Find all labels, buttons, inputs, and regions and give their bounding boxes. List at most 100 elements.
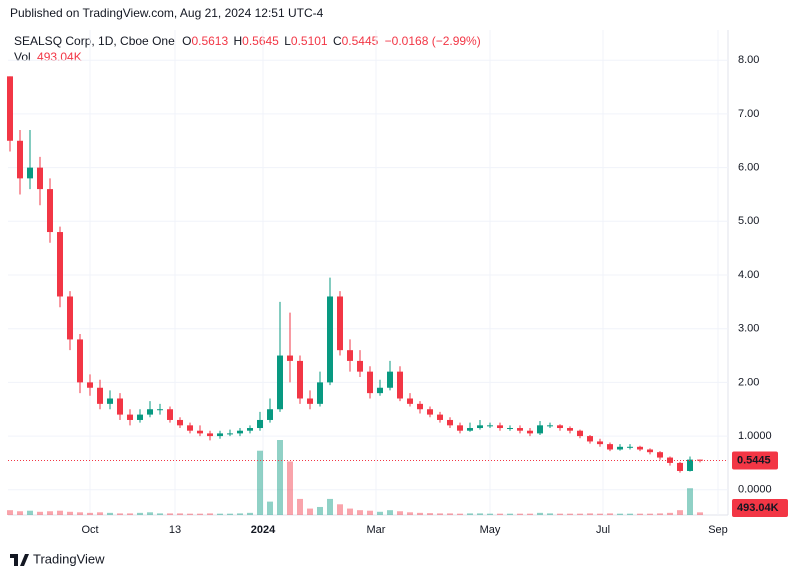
volume-bar xyxy=(587,513,593,515)
candle-body xyxy=(627,446,633,448)
legend-high: 0.5645 xyxy=(242,34,279,48)
volume-bar xyxy=(667,512,673,515)
candle-body xyxy=(7,76,13,141)
volume-bar xyxy=(57,510,63,515)
volume-bar xyxy=(157,513,163,515)
candle-body xyxy=(327,296,333,383)
candle-body xyxy=(607,444,613,450)
legend-open: 0.5613 xyxy=(191,34,228,48)
candle-body xyxy=(97,387,103,404)
candle-body xyxy=(307,398,313,404)
candle-body xyxy=(507,428,513,430)
candle-body xyxy=(367,371,373,394)
volume-bar xyxy=(517,513,523,515)
volume-bar xyxy=(47,511,53,515)
candle-body xyxy=(377,387,383,394)
candle-body xyxy=(167,409,173,420)
volume-bar xyxy=(447,513,453,515)
candle-body xyxy=(57,232,63,297)
candle-body xyxy=(117,398,123,415)
volume-bar xyxy=(697,512,703,515)
candle-body xyxy=(397,371,403,399)
volume-bar xyxy=(27,510,33,515)
candle-body xyxy=(217,433,223,437)
volume-bar xyxy=(477,513,483,515)
volume-bar xyxy=(437,513,443,515)
candle-body xyxy=(417,403,423,410)
candle-body xyxy=(177,419,183,426)
logo-mark xyxy=(10,554,29,566)
candle-body xyxy=(547,425,553,427)
volume-bar xyxy=(87,512,93,515)
candle-body xyxy=(557,425,563,429)
volume-bar xyxy=(327,498,333,515)
candle-body xyxy=(427,409,433,415)
x-tick-label: 2024 xyxy=(251,524,276,536)
legend-title: SEALSQ Corp, 1D, Cboe One xyxy=(14,34,175,48)
x-tick-label: May xyxy=(480,524,501,536)
candle-body xyxy=(597,441,603,445)
candle-body xyxy=(657,452,663,458)
volume-bar xyxy=(217,513,223,515)
y-tick-label: 2.00 xyxy=(738,376,759,388)
published-note: Published on TradingView.com, Aug 21, 20… xyxy=(10,6,324,20)
volume-bar xyxy=(547,513,553,515)
volume-bar xyxy=(17,511,23,515)
volume-bar xyxy=(317,506,323,515)
volume-bar xyxy=(277,440,283,515)
candle-body xyxy=(27,167,33,179)
y-tick-label: 4.00 xyxy=(738,269,759,281)
brand-name: TradingView xyxy=(33,551,105,566)
volume-bar xyxy=(227,513,233,515)
volume-bar xyxy=(507,513,513,515)
candle-body xyxy=(267,409,273,420)
candle-body xyxy=(697,459,703,461)
y-tick-label: 8.00 xyxy=(738,54,759,66)
candle-body xyxy=(77,339,83,383)
volume-bar xyxy=(117,513,123,515)
volume-bar xyxy=(237,513,243,515)
volume-legend-label: Vol xyxy=(14,50,31,64)
candle-body xyxy=(567,428,573,431)
legend: SEALSQ Corp, 1D, Cboe One O0.5613 H0.564… xyxy=(14,34,481,48)
candle-body xyxy=(457,425,463,431)
volume-bar xyxy=(597,513,603,515)
legend-close: 0.5445 xyxy=(342,34,379,48)
volume-legend-value: 493.04K xyxy=(37,50,82,64)
x-tick-label: Oct xyxy=(81,524,98,536)
candle-body xyxy=(577,430,583,437)
legend-low: 0.5101 xyxy=(291,34,328,48)
volume-bar xyxy=(107,512,113,515)
volume-bar xyxy=(677,510,683,515)
candle-body xyxy=(237,430,243,434)
candle-body xyxy=(137,414,143,420)
y-tick-label: 1.0000 xyxy=(738,430,772,442)
brand-logo: TradingView xyxy=(10,551,105,566)
candle-body xyxy=(277,355,283,410)
volume-bar xyxy=(247,512,253,515)
volume-bar xyxy=(497,513,503,515)
volume-bar xyxy=(397,511,403,515)
volume-bar xyxy=(387,510,393,515)
legend-change: −0.0168 (−2.99%) xyxy=(385,34,481,48)
candle-body xyxy=(347,350,353,361)
candle-body xyxy=(197,430,203,434)
candle-body xyxy=(87,382,93,388)
candle-body xyxy=(207,433,213,437)
volume-bar xyxy=(627,513,633,515)
legend-o: O xyxy=(182,34,191,48)
volume-bar xyxy=(527,513,533,515)
volume-legend: Vol 493.04K xyxy=(14,50,82,64)
candle-body xyxy=(467,428,473,431)
volume-bar xyxy=(287,461,293,515)
volume-bar xyxy=(267,501,273,515)
volume-bar xyxy=(617,513,623,515)
candle-body xyxy=(497,425,503,429)
volume-bar xyxy=(307,508,313,515)
volume-badge-label: 493.04K xyxy=(737,502,779,514)
y-tick-label: 0.0000 xyxy=(738,484,772,496)
candle-body xyxy=(387,371,393,388)
volume-bar xyxy=(567,513,573,515)
candle-body xyxy=(517,428,523,431)
